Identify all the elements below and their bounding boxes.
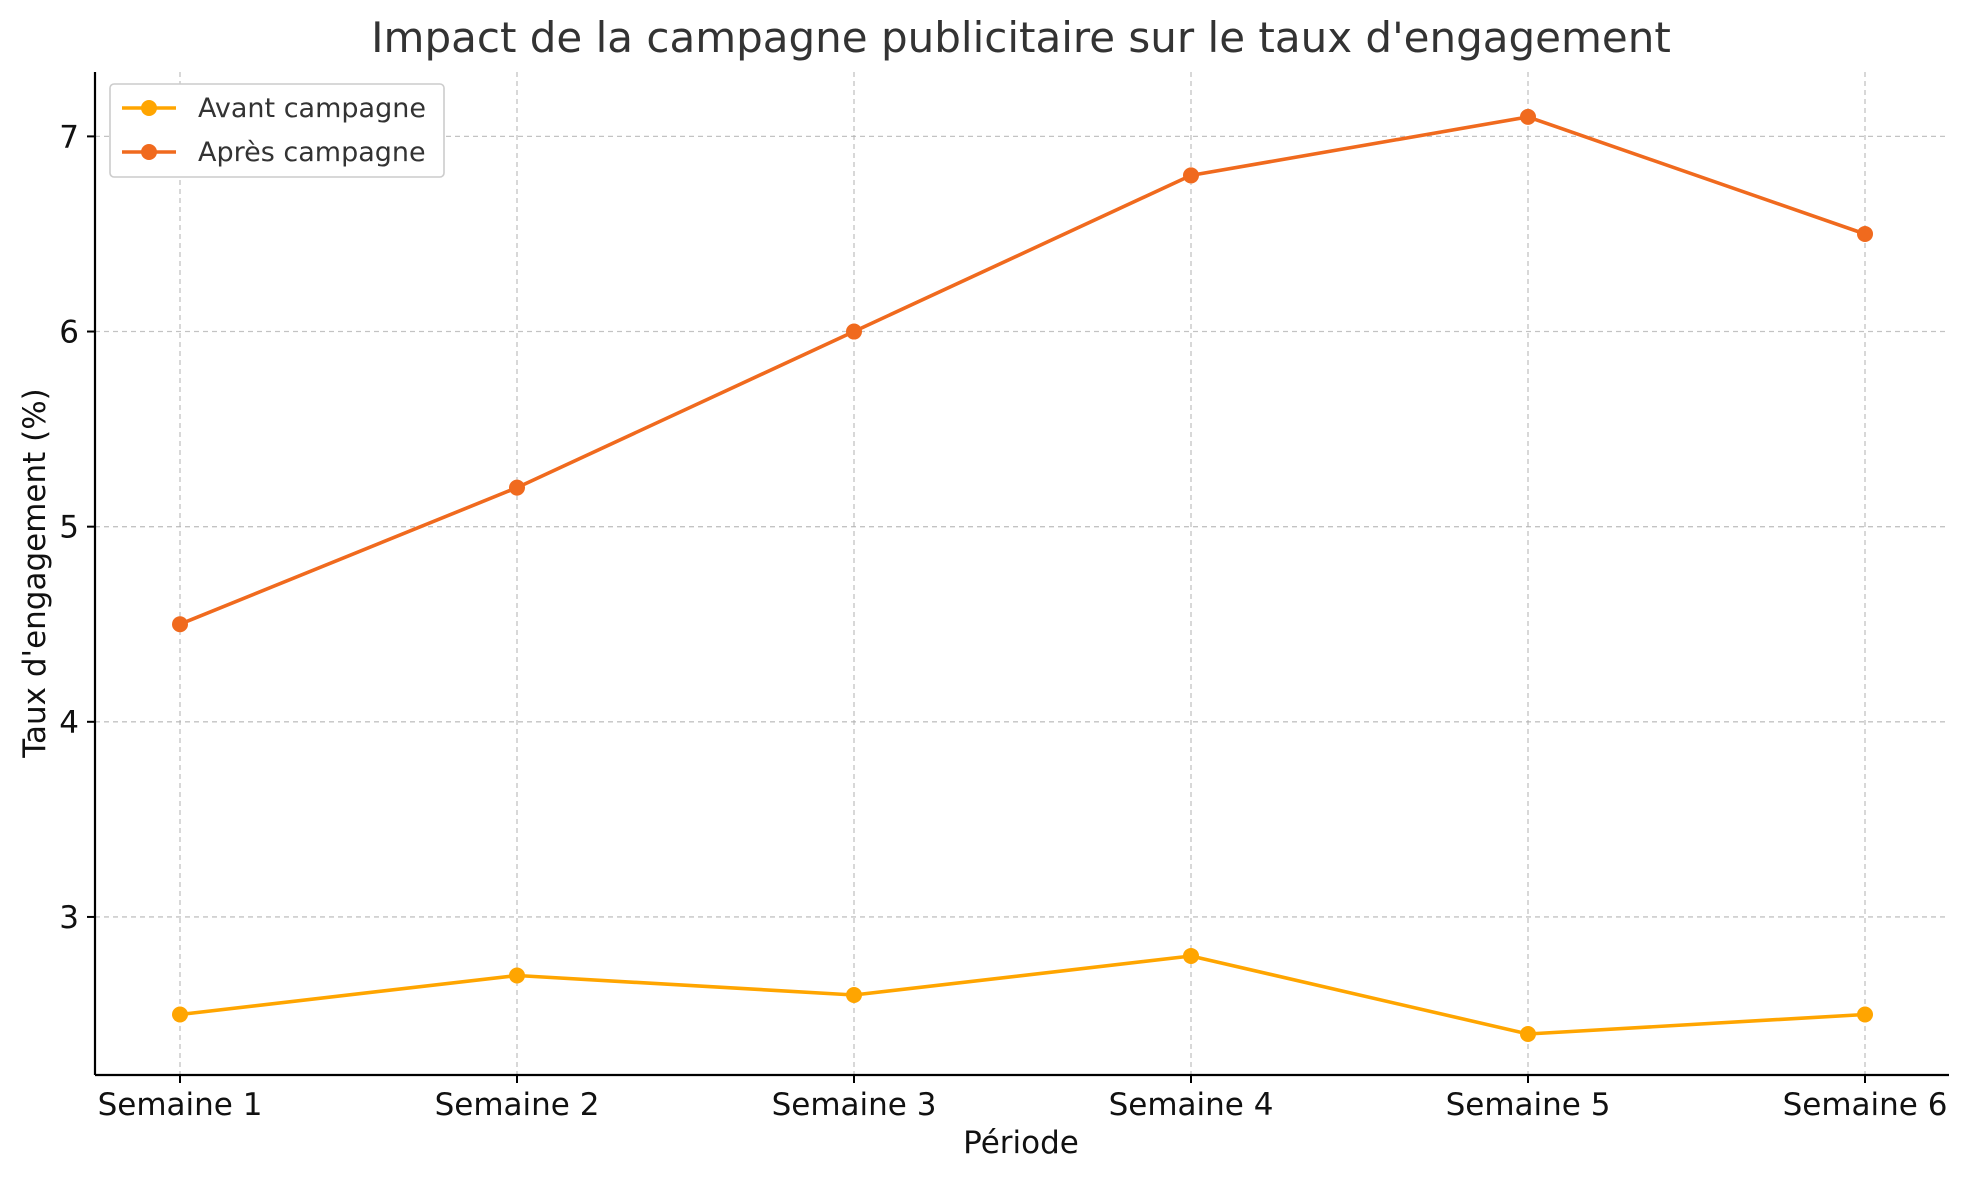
series-1-point: [1857, 1006, 1873, 1023]
y-tick-label: 5: [59, 510, 79, 546]
series-line-1: [178, 954, 1867, 1036]
y-tick-label: 7: [59, 119, 79, 155]
series-1-point: [846, 986, 862, 1003]
series-2-point: [1520, 108, 1536, 125]
series-line-2: [178, 115, 1867, 627]
series-2-point: [1183, 167, 1199, 184]
y-tick-label: 6: [59, 315, 79, 351]
chart-title: Impact de la campagne publicitaire sur l…: [371, 13, 1671, 62]
x-tick-label: Semaine 3: [772, 1087, 937, 1123]
y-axis-title: Taux d'engagement (%): [17, 388, 53, 759]
grid: [95, 72, 1949, 1075]
axes: [93, 72, 1949, 1077]
legend: Avant campagne Après campagne: [109, 83, 445, 178]
series-2-point: [846, 323, 862, 340]
x-tick-label: Semaine 4: [1109, 1087, 1274, 1123]
series-1-point: [1183, 947, 1199, 964]
series-1-point: [509, 967, 525, 984]
legend-marker: [141, 144, 157, 160]
legend-label: Avant campagne: [198, 93, 426, 124]
series: [172, 108, 1873, 1043]
x-tick-label: Semaine 1: [98, 1087, 263, 1123]
legend-marker: [141, 100, 157, 116]
series-2-point: [172, 616, 188, 633]
x-tick-label: Semaine 2: [435, 1087, 600, 1123]
legend-label: Après campagne: [198, 137, 426, 168]
ticks: Semaine 1 Semaine 2 Semaine 3 Semaine 4 Sema…: [59, 119, 1947, 1123]
x-axis-title: Période: [963, 1125, 1079, 1161]
legend-box: [109, 83, 445, 178]
series-1-point: [172, 1006, 188, 1023]
x-tick-label: Semaine 6: [1783, 1087, 1948, 1123]
y-tick-label: 3: [59, 900, 79, 936]
x-tick-label: Semaine 5: [1446, 1087, 1611, 1123]
series-1-point: [1520, 1026, 1536, 1043]
y-tick-label: 4: [59, 705, 79, 741]
series-2-point: [509, 479, 525, 496]
series-2-point: [1857, 225, 1873, 242]
